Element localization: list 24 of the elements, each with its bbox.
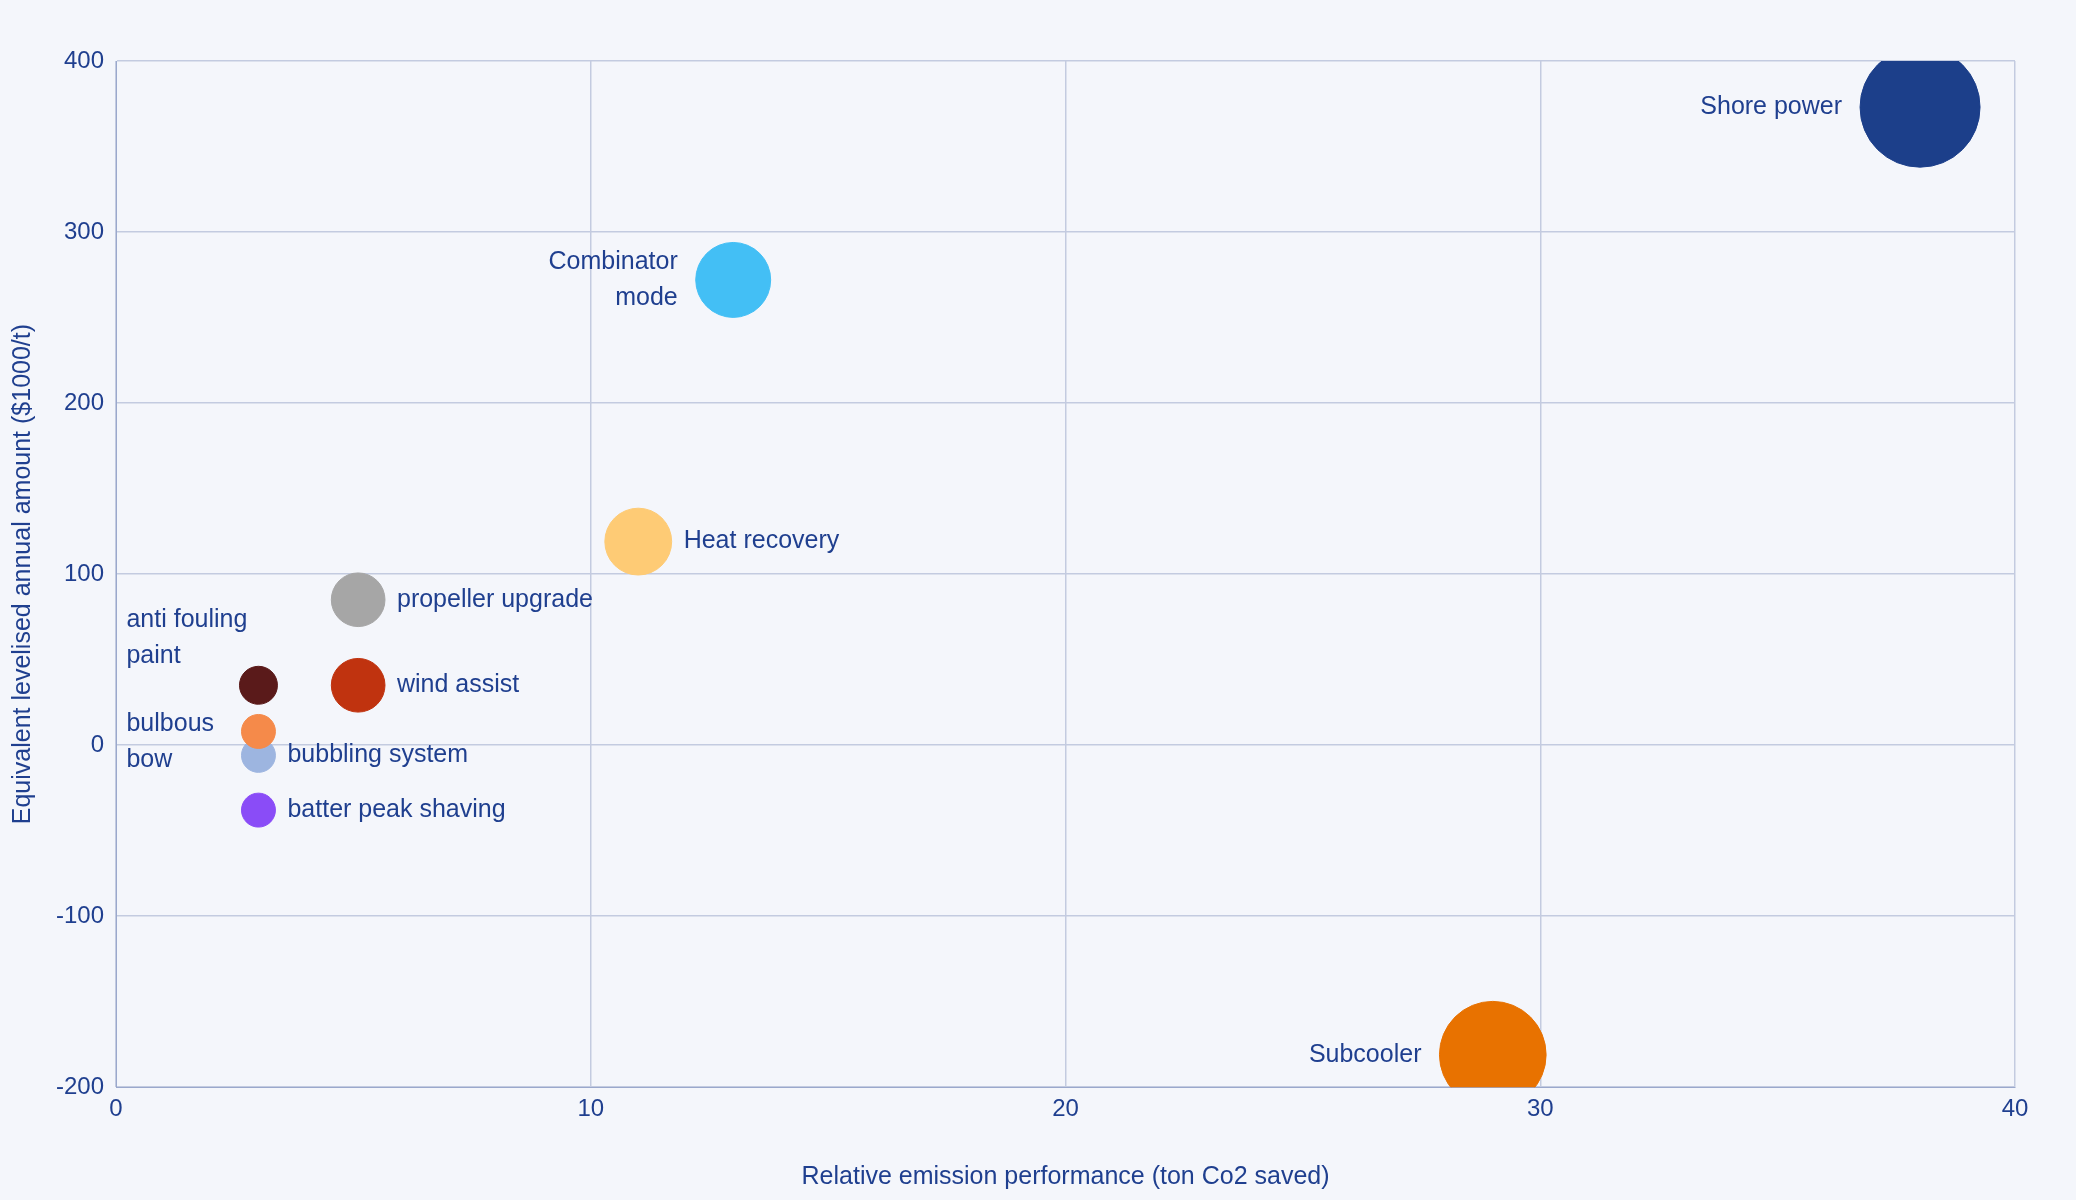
y-axis-title: Equivalent levelised annual amount ($1000/t)	[6, 323, 35, 825]
series-label: batter peak shaving	[287, 794, 506, 823]
y-tick-label: 0	[90, 729, 105, 757]
series-label: wind assist	[395, 669, 520, 698]
x-tick-label: 30	[1526, 1094, 1554, 1122]
x-tick-label: 20	[1052, 1094, 1079, 1122]
series-label: propeller upgrade	[396, 583, 593, 612]
y-tick-label: 100	[63, 558, 105, 586]
series-label: Combinator mode	[548, 245, 678, 310]
x-axis-title: Relative emission performance (ton Co2 saved)	[801, 1160, 1330, 1189]
x-tick-label: 40	[2001, 1094, 2029, 1122]
y-tick-label: 200	[63, 387, 105, 415]
y-tick-label: 300	[63, 216, 105, 244]
y-tick-label: -200	[55, 1071, 105, 1099]
series-label: Subcooler	[1308, 1038, 1422, 1067]
series-label: bulbous bow	[126, 708, 215, 773]
series-label: bubbling system	[287, 739, 469, 768]
series-label: Shore power	[1700, 91, 1843, 120]
series-label: Heat recovery	[683, 525, 840, 554]
y-tick-label: 400	[63, 45, 105, 73]
y-tick-label: -100	[55, 900, 105, 928]
x-tick-label: 10	[577, 1094, 605, 1122]
series-label: anti fouling paint	[126, 604, 248, 669]
x-tick-label: 0	[109, 1094, 123, 1122]
